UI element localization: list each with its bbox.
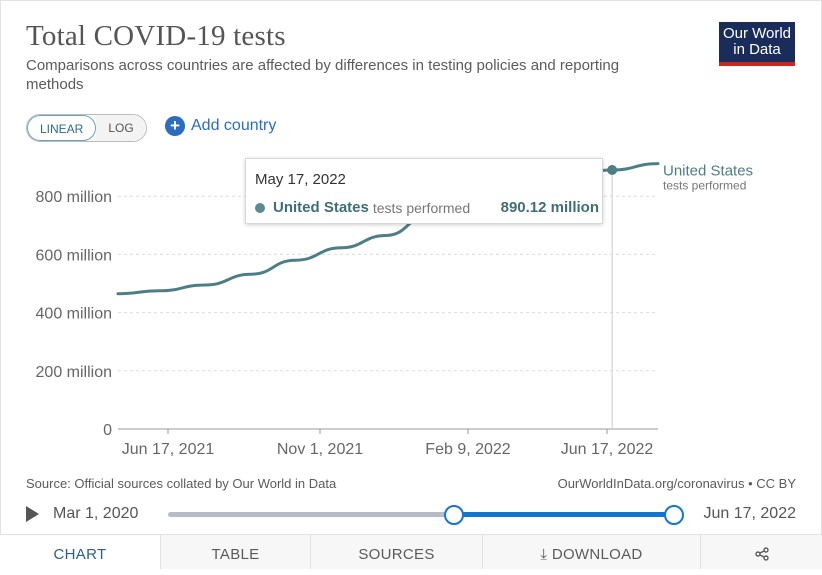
timeline-selected-range	[453, 512, 674, 517]
tooltip-date: May 17, 2022	[255, 171, 346, 188]
scale-toggle: LINEAR LOG	[26, 114, 147, 142]
chart-title: Total COVID-19 tests	[26, 20, 286, 52]
timeline-end-label: Jun 17, 2022	[703, 505, 796, 522]
y-axis-ticks: 0 200 million 400 million 600 million 800 mi…	[36, 189, 113, 439]
tab-chart[interactable]: CHART	[0, 535, 160, 569]
download-icon: ⤓	[540, 546, 548, 563]
y-tick-label: 0	[103, 422, 112, 439]
x-axis-ticks: Jun 17, 2021 Nov 1, 2021 Feb 9, 2022 Jun 17…	[122, 429, 654, 458]
tooltip-row: United States tests performed 890.12 mil…	[255, 199, 599, 216]
line-chart[interactable]: 0 200 million 400 million 600 million 800 mi…	[0, 140, 822, 470]
tab-share[interactable]	[700, 535, 822, 569]
x-tick-label: Jun 17, 2022	[561, 441, 654, 458]
tooltip: May 17, 2022 United States tests perform…	[245, 158, 603, 224]
series-label-united-states: United States	[663, 163, 753, 180]
timeline-track[interactable]	[168, 505, 684, 525]
timeline: Mar 1, 2020 Jun 17, 2022	[26, 502, 796, 526]
series-dot-icon	[255, 202, 265, 213]
y-tick-label: 800 million	[36, 189, 112, 206]
tab-table[interactable]: TABLE	[160, 535, 310, 569]
tooltip-country: United States	[273, 199, 369, 216]
y-tick-label: 200 million	[36, 364, 112, 381]
grid-layer	[118, 195, 658, 430]
logo-line-2: in Data	[733, 41, 781, 58]
chart-subtitle: Comparisons across countries are affecte…	[26, 57, 620, 93]
logo-line-1: Our World	[722, 25, 792, 42]
tooltip-value: 890.12 million	[500, 199, 599, 216]
y-tick-label: 400 million	[36, 306, 112, 323]
tab-download[interactable]: ⤓ DOWNLOAD	[482, 535, 700, 569]
timeline-start-label: Mar 1, 2020	[53, 505, 139, 522]
x-tick-label: Feb 9, 2022	[425, 441, 511, 458]
series-sublabel: tests performed	[663, 179, 746, 193]
x-tick-label: Nov 1, 2021	[277, 441, 363, 458]
tooltip-metric: tests performed	[372, 199, 471, 216]
timeline-end-handle[interactable]	[664, 505, 684, 525]
x-tick-label: Jun 17, 2021	[122, 441, 215, 458]
tab-bar: CHART TABLE SOURCES ⤓ DOWNLOAD	[0, 534, 822, 569]
y-tick-label: 600 million	[36, 247, 112, 264]
play-icon[interactable]	[26, 506, 39, 522]
source-note[interactable]: Source: Official sources collated by Our…	[26, 476, 337, 491]
tab-sources[interactable]: SOURCES	[310, 535, 482, 569]
owid-logo[interactable]: Our World in Data	[719, 22, 795, 66]
timeline-start-handle[interactable]	[443, 505, 464, 525]
hover-point	[607, 164, 618, 175]
linear-button[interactable]: LINEAR	[27, 115, 97, 141]
license-link[interactable]: OurWorldInData.org/coronavirus • CC BY	[557, 476, 796, 491]
add-country-label: Add country	[191, 117, 277, 134]
log-button[interactable]: LOG	[96, 115, 146, 141]
plus-circle-icon: +	[165, 116, 185, 136]
add-country-button[interactable]: + Add country	[165, 116, 276, 136]
tab-download-label: DOWNLOAD	[551, 546, 643, 563]
share-icon	[754, 547, 769, 561]
